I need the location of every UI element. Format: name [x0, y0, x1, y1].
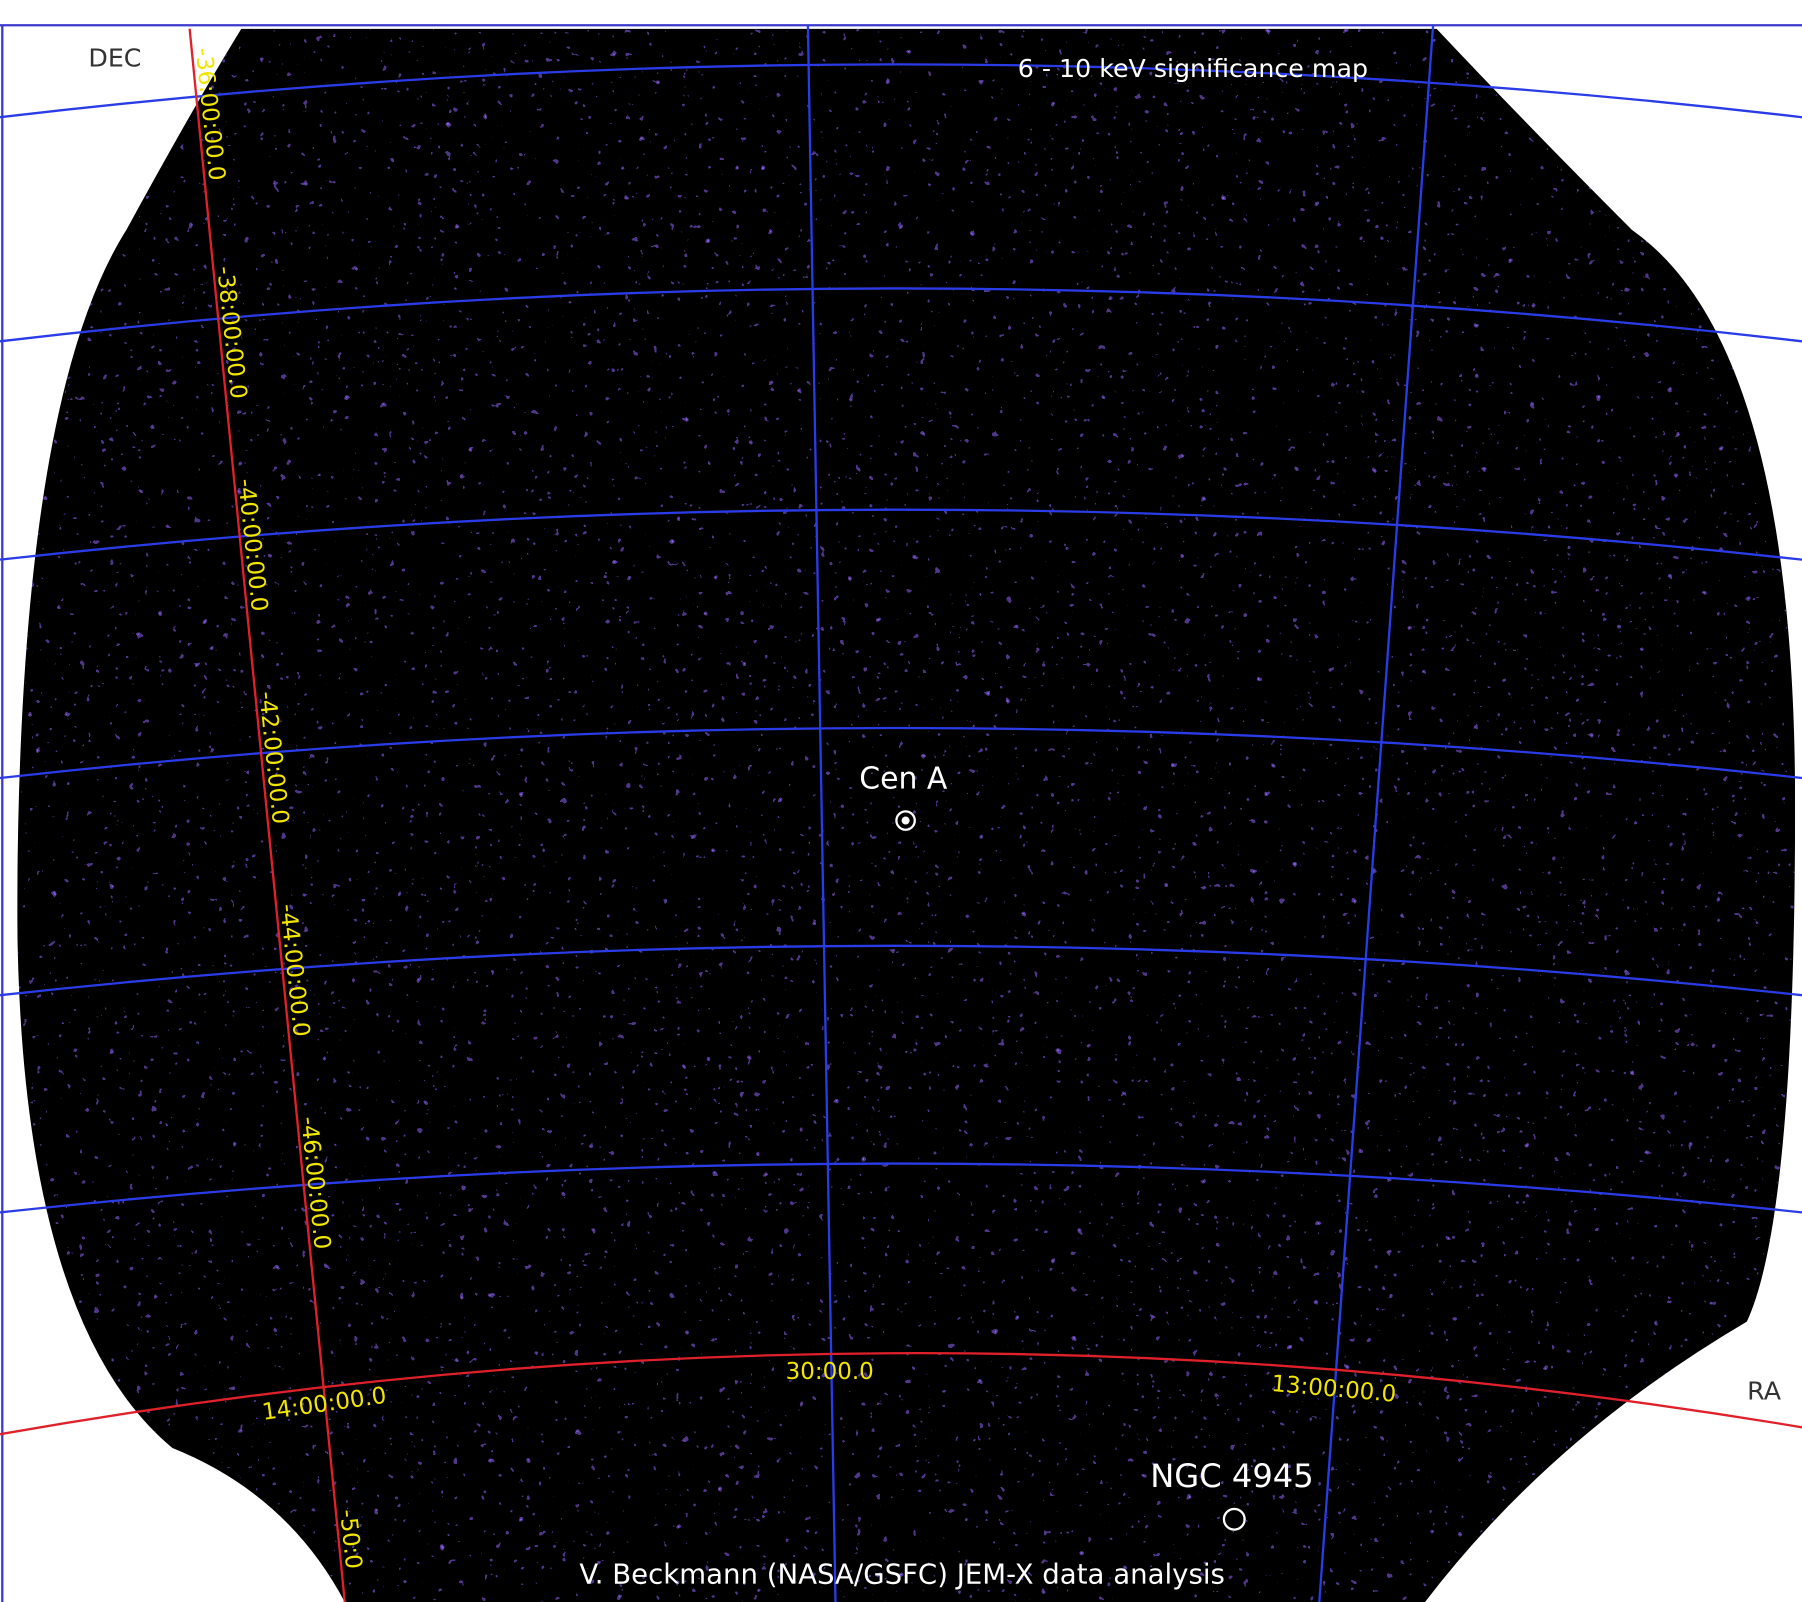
- sky-map: DEC RA 6 - 10 keV significance map -36:0…: [0, 0, 1802, 1602]
- credit: V. Beckmann (NASA/GSFC) JEM-X data analy…: [579, 1558, 1224, 1591]
- ra-label: RA: [1747, 1377, 1782, 1406]
- page: DEC RA 6 - 10 keV significance map -36:0…: [0, 0, 1802, 1602]
- map-title: 6 - 10 keV significance map: [1018, 54, 1368, 83]
- dec-label: DEC: [88, 44, 141, 73]
- source-label: NGC 4945: [1150, 1457, 1313, 1495]
- source-marker: [902, 817, 910, 825]
- source-label: Cen A: [859, 761, 948, 796]
- ra-tick-label: 30:00.0: [786, 1359, 874, 1385]
